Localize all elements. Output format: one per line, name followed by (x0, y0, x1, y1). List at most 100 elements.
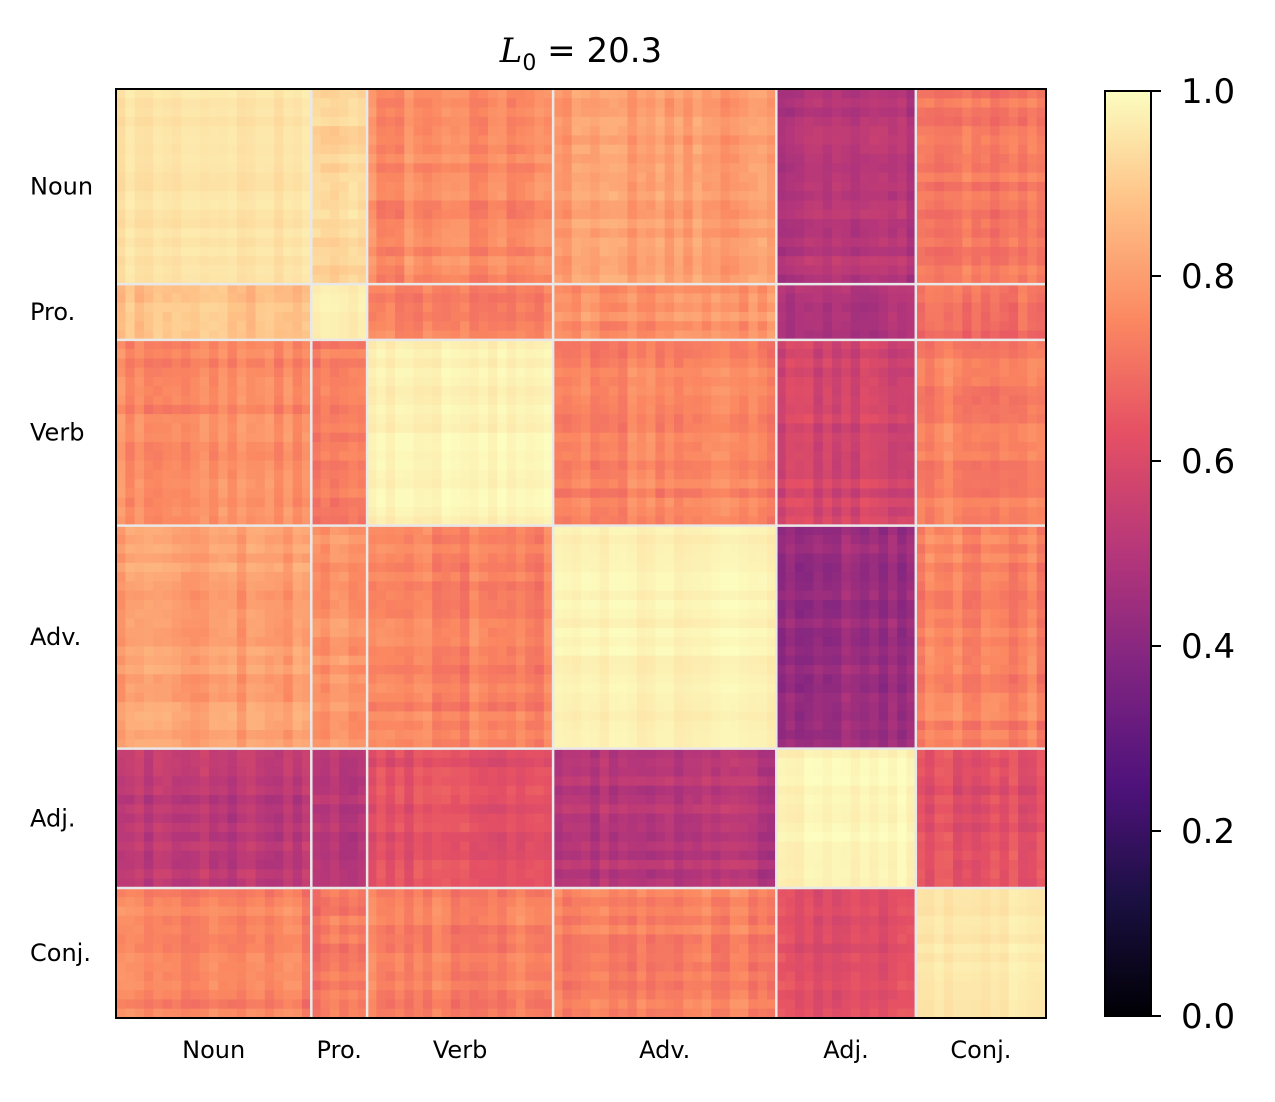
heatmap-cell (785, 284, 796, 294)
heatmap-cell (776, 144, 787, 155)
heatmap-cell (199, 154, 210, 164)
heatmap-cell (674, 284, 684, 294)
heatmap-cell (534, 339, 545, 350)
heatmap-cell (590, 135, 601, 146)
heatmap-cell (608, 284, 619, 294)
heatmap-cell (218, 311, 229, 322)
heatmap-cell (236, 209, 247, 220)
heatmap-cell (246, 293, 257, 304)
heatmap-cell (311, 209, 322, 220)
heatmap-cell (357, 163, 368, 174)
heatmap-cell (990, 469, 1001, 480)
heatmap-cell (915, 246, 926, 257)
heatmap-cell (860, 181, 870, 192)
heatmap-cell (841, 367, 852, 378)
heatmap-cell (860, 349, 870, 360)
heatmap-cell (1036, 293, 1046, 304)
heatmap-cell (422, 228, 433, 239)
heatmap-cell (581, 479, 591, 490)
heatmap-cell (664, 209, 675, 220)
heatmap-cell (553, 321, 563, 332)
heatmap-cell (692, 469, 703, 480)
heatmap-cell (134, 544, 145, 555)
heatmap-cell (153, 442, 164, 452)
heatmap-cell (488, 284, 498, 294)
heatmap-cell (199, 321, 210, 332)
heatmap-cell (515, 460, 526, 471)
heatmap-cell (209, 525, 219, 536)
heatmap-cell (153, 525, 164, 536)
heatmap-cell (608, 330, 619, 341)
heatmap-cell (236, 618, 247, 629)
heatmap-cell (311, 135, 322, 146)
heatmap-cell (422, 507, 433, 517)
heatmap-cell (255, 228, 266, 239)
heatmap-cell (878, 423, 889, 434)
heatmap-cell (701, 395, 712, 406)
heatmap-cell (116, 256, 126, 267)
heatmap-cell (339, 497, 350, 508)
heatmap-cell (190, 553, 201, 564)
heatmap-cell (906, 376, 917, 387)
heatmap-cell (999, 209, 1010, 220)
heatmap-cell (757, 200, 768, 211)
heatmap-cell (116, 414, 126, 425)
heatmap-cell (246, 599, 257, 610)
heatmap-cell (953, 107, 963, 118)
heatmap-cell (153, 256, 164, 267)
heatmap-cell (1008, 404, 1019, 415)
heatmap-cell (813, 265, 824, 276)
heatmap-cell (264, 423, 275, 434)
heatmap-cell (897, 404, 908, 415)
heatmap-cell (655, 302, 666, 313)
heatmap-cell (209, 414, 219, 425)
heatmap-cell (1018, 451, 1028, 462)
heatmap-cell (794, 451, 805, 462)
heatmap-cell (199, 451, 210, 462)
heatmap-cell (915, 349, 926, 360)
heatmap-cell (953, 432, 963, 443)
heatmap-cell (971, 488, 982, 499)
heatmap-cell (488, 107, 498, 118)
heatmap-cell (878, 376, 889, 387)
heatmap-cell (887, 404, 898, 415)
heatmap-cell (618, 497, 629, 508)
heatmap-cell (813, 311, 824, 322)
heatmap-cell (292, 637, 303, 647)
heatmap-cell (822, 432, 833, 443)
heatmap-cell (125, 627, 136, 638)
heatmap-cell (153, 637, 164, 647)
heatmap-cell (515, 488, 526, 499)
heatmap-cell (720, 116, 731, 127)
heatmap-cell (776, 237, 787, 248)
heatmap-cell (776, 116, 787, 127)
heatmap-cell (441, 451, 452, 462)
heatmap-cell (274, 544, 284, 555)
heatmap-cell (990, 488, 1001, 499)
heatmap-cell (1027, 516, 1038, 527)
heatmap-cell (562, 358, 573, 369)
heatmap-cell (404, 144, 415, 155)
heatmap-cell (748, 376, 759, 387)
heatmap-cell (153, 200, 164, 211)
heatmap-cell (971, 228, 982, 239)
heatmap-cell (227, 256, 238, 267)
heatmap-cell (357, 284, 368, 294)
heatmap-cell (990, 256, 1001, 267)
heatmap-cell (869, 163, 880, 174)
heatmap-cell (534, 488, 545, 499)
heatmap-cell (367, 404, 377, 415)
heatmap-cell (255, 395, 266, 406)
heatmap-cell (134, 163, 145, 174)
heatmap-cell (181, 265, 191, 276)
heatmap-cell (515, 219, 526, 229)
heatmap-cell (339, 302, 350, 313)
heatmap-cell (757, 311, 768, 322)
heatmap-cell (934, 376, 945, 387)
heatmap-cell (1036, 246, 1046, 257)
heatmap-cell (1018, 293, 1028, 304)
heatmap-cell (255, 376, 266, 387)
heatmap-cell (209, 479, 219, 490)
heatmap-cell (785, 507, 796, 517)
heatmap-cell (246, 497, 257, 508)
